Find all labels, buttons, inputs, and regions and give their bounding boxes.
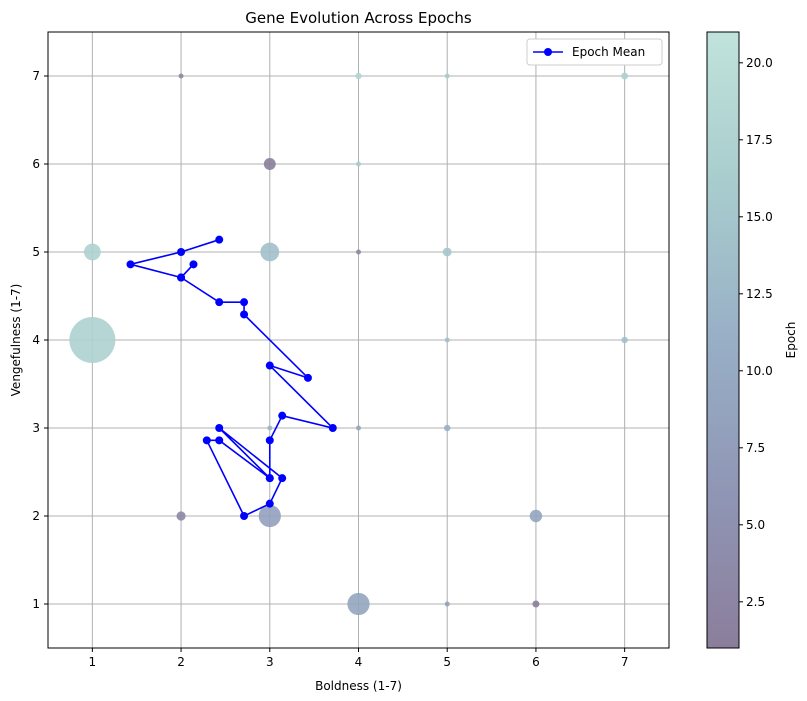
- legend: Epoch Mean: [526, 38, 663, 66]
- bubble-13: [444, 73, 450, 79]
- y-axis-label: Vengefulness (1-7): [9, 284, 23, 397]
- colorbar-tick-label-6: 17.5: [746, 133, 773, 147]
- epoch-mean-point-12: [278, 411, 287, 420]
- bubble-15: [444, 337, 450, 343]
- colorbar: [706, 31, 740, 649]
- epoch-mean-point-7: [240, 298, 249, 307]
- epoch-mean-point-9: [303, 373, 312, 382]
- bubble-14: [442, 247, 452, 257]
- x-tick-label-3: 3: [266, 655, 274, 669]
- colorbar-tick-label-3: 10.0: [746, 364, 773, 378]
- epoch-mean-point-19: [202, 436, 211, 445]
- epoch-mean-line: [130, 238, 336, 518]
- epoch-mean-point-0: [215, 235, 224, 244]
- x-tick-label-7: 7: [621, 655, 629, 669]
- legend-label-epoch-mean: Epoch Mean: [572, 45, 645, 59]
- y-tick-label-1: 1: [32, 597, 40, 611]
- y-tick-label-3: 3: [32, 421, 40, 435]
- x-tick-label-4: 4: [355, 655, 363, 669]
- bubble-layer: [69, 72, 629, 616]
- legend-box: [526, 38, 663, 66]
- epoch-mean-point-11: [328, 424, 337, 432]
- chart-title: Gene Evolution Across Epochs: [245, 9, 472, 27]
- bubble-9: [356, 161, 361, 167]
- x-tick-label-5: 5: [443, 655, 451, 669]
- bubble-4: [263, 158, 276, 170]
- epoch-mean-point-6: [215, 298, 224, 307]
- epoch-mean-point-18: [240, 512, 249, 520]
- epoch-mean-point-13: [265, 436, 274, 445]
- colorbar-tick-label-2: 7.5: [746, 441, 765, 455]
- y-axis-ticks: 1 2 3 4 5 6 7: [32, 69, 48, 611]
- bubble-8: [355, 72, 362, 80]
- x-tick-label-2: 2: [177, 655, 185, 669]
- y-tick-label-5: 5: [32, 245, 40, 259]
- bubble-3: [176, 511, 186, 521]
- bubble-2: [178, 73, 184, 79]
- epoch-mean-layer: [126, 235, 337, 520]
- legend-marker-swatch: [544, 48, 552, 56]
- x-axis-label: Boldness (1-7): [315, 679, 402, 693]
- epoch-mean-point-5: [177, 273, 186, 282]
- epoch-mean-point-15: [215, 424, 224, 432]
- colorbar-ticks: 2.5 5.0 7.5 10.0 12.5 15.0 17.5 20.0: [739, 56, 773, 609]
- bubble-7: [258, 504, 281, 528]
- epoch-mean-point-10: [265, 361, 274, 370]
- epoch-mean-point-20: [215, 436, 224, 445]
- x-tick-label-1: 1: [89, 655, 97, 669]
- bubble-11: [356, 425, 361, 431]
- colorbar-tick-label-5: 15.0: [746, 210, 773, 224]
- y-tick-label-6: 6: [32, 157, 40, 171]
- epoch-mean-point-2: [126, 260, 135, 269]
- colorbar-tick-label-7: 20.0: [746, 56, 773, 70]
- epoch-mean-point-17: [265, 499, 274, 508]
- epoch-mean-point-1: [177, 248, 186, 256]
- epoch-mean-point-4: [189, 260, 198, 269]
- bubble-21: [621, 336, 628, 344]
- bubble-17: [444, 601, 450, 607]
- colorbar-tick-label-4: 12.5: [746, 287, 773, 301]
- bubble-5: [260, 242, 280, 262]
- bubble-10: [356, 249, 361, 255]
- y-tick-label-7: 7: [32, 69, 40, 83]
- epoch-mean-point-16: [278, 474, 287, 483]
- bubble-0: [69, 316, 116, 364]
- bubble-20: [621, 72, 629, 80]
- epoch-mean-point-21: [265, 474, 274, 483]
- bubble-18: [529, 509, 543, 523]
- colorbar-tick-label-0: 2.5: [746, 595, 765, 609]
- bubble-6: [267, 425, 273, 431]
- grid: [48, 32, 669, 648]
- bubble-1: [83, 243, 101, 261]
- y-tick-label-2: 2: [32, 509, 40, 523]
- y-tick-label-4: 4: [32, 333, 40, 347]
- bubble-16: [443, 424, 451, 432]
- x-tick-label-6: 6: [532, 655, 540, 669]
- bubble-19: [532, 600, 540, 608]
- colorbar-tick-label-1: 5.0: [746, 518, 765, 532]
- colorbar-label: Epoch: [784, 322, 798, 359]
- bubble-12: [347, 592, 370, 616]
- x-axis-ticks: 1 2 3 4 5 6 7: [89, 648, 629, 669]
- epoch-mean-point-8: [240, 310, 249, 319]
